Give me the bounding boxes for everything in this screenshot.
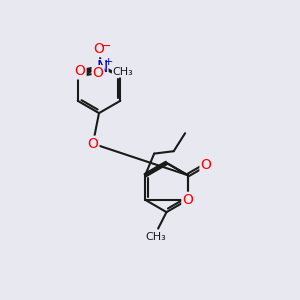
Text: CH₃: CH₃ [112, 67, 133, 77]
Text: N: N [96, 60, 107, 75]
Text: O: O [93, 66, 104, 80]
Text: O: O [75, 64, 86, 78]
Text: O: O [200, 158, 211, 172]
Text: O: O [182, 193, 193, 207]
Text: −: − [101, 40, 112, 53]
Text: +: + [103, 57, 113, 67]
Text: CH₃: CH₃ [145, 232, 166, 242]
Text: O: O [88, 137, 98, 151]
Text: O: O [93, 42, 104, 56]
